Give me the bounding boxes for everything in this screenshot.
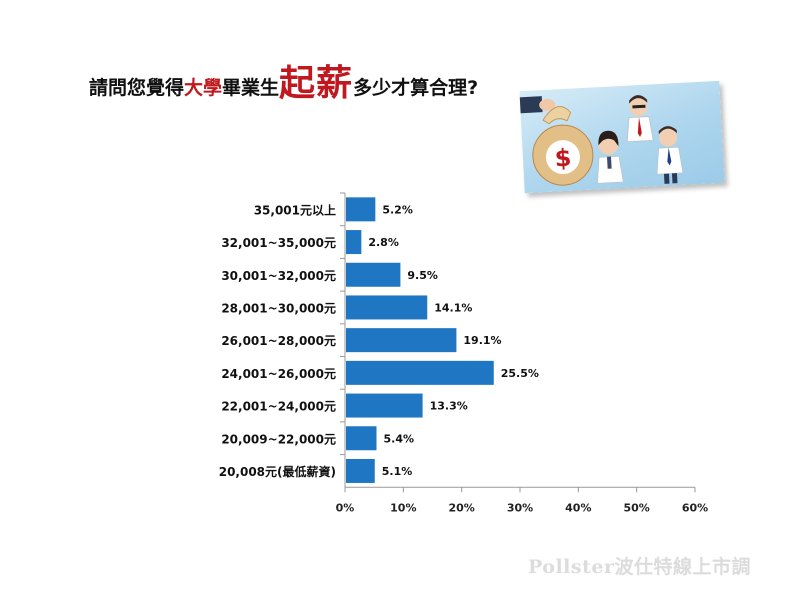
category-label: 24,001~26,000元	[221, 367, 336, 381]
bar	[346, 393, 423, 418]
bar	[346, 230, 362, 255]
value-label: 2.8%	[368, 236, 399, 249]
x-tick-label: 50%	[623, 501, 649, 514]
watermark-text: Pollster波仕特線上市調	[528, 556, 751, 578]
office-worker-icon	[656, 126, 684, 184]
category-label: 22,001~24,000元	[221, 400, 336, 414]
x-tick-label: 20%	[448, 501, 474, 514]
value-label: 13.3%	[430, 400, 468, 413]
x-tick-label: 0%	[336, 501, 355, 514]
category-label: 35,001元以上	[254, 202, 336, 217]
bar	[346, 360, 494, 385]
category-label: 28,001~30,000元	[221, 301, 336, 315]
bar	[346, 295, 428, 320]
businessman-icon	[626, 95, 654, 143]
value-label: 5.4%	[384, 432, 415, 445]
value-label: 25.5%	[501, 367, 539, 380]
value-label: 14.1%	[434, 301, 472, 314]
title-part-starting-salary: 起薪	[279, 63, 354, 104]
value-label: 9.5%	[407, 269, 438, 282]
category-label: 30,001~32,000元	[221, 269, 336, 283]
category-label: 20,008元(最低薪資)	[219, 464, 336, 479]
title-part-university: 大學	[184, 77, 223, 99]
title-part-5: 多少才算合理?	[353, 77, 479, 99]
salary-illustration: $	[519, 80, 725, 194]
title-part-3: 畢業生	[222, 77, 280, 99]
bar	[346, 328, 457, 353]
x-tick-label: 30%	[507, 501, 533, 514]
bar	[346, 458, 375, 483]
category-label: 20,009~22,000元	[221, 432, 336, 446]
title-part-1: 請問您覺得	[89, 77, 185, 99]
x-tick-label: 40%	[565, 501, 591, 514]
x-tick-label: 60%	[682, 501, 708, 514]
money-bag-icon: $	[532, 106, 594, 186]
value-label: 5.1%	[382, 465, 413, 478]
x-tick-label: 10%	[390, 501, 416, 514]
bar	[346, 197, 376, 222]
category-label: 26,001~28,000元	[221, 334, 336, 348]
value-label: 5.2%	[382, 203, 413, 216]
hand-icon	[519, 96, 556, 114]
category-label: 32,001~35,000元	[221, 236, 336, 250]
businesswoman-icon	[596, 130, 624, 184]
chart-title: 請問您覺得 大學 畢業生 起薪 多少才算合理?	[89, 58, 478, 102]
bar	[346, 426, 377, 451]
value-label: 19.1%	[463, 334, 501, 347]
dollar-symbol: $	[554, 144, 572, 173]
bar	[346, 262, 401, 287]
